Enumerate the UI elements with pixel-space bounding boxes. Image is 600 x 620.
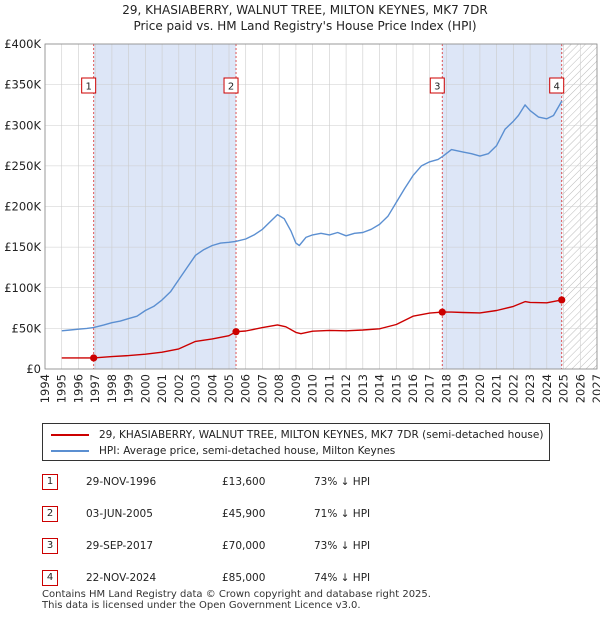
x-tick-label: 2018 [439, 374, 453, 403]
chart-subtitle: Price paid vs. HM Land Registry's House … [133, 19, 476, 33]
y-tick-label: £400K [4, 37, 41, 51]
sale-number: 1 [42, 474, 58, 490]
sale-point [438, 308, 446, 316]
sale-label-box [549, 77, 565, 94]
sale-date: 03-JUN-2005 [86, 508, 153, 520]
sale-label-box [223, 77, 239, 94]
x-tick-label: 2027 [590, 374, 600, 403]
sale-row: 3 29-SEP-2017 £70,000 73% ↓ HPI [42, 536, 442, 556]
chart-title: 29, KHASIABERRY, WALNUT TREE, MILTON KEY… [122, 3, 487, 17]
x-tick-label: 2007 [255, 374, 269, 403]
x-tick-label: 2025 [557, 374, 571, 403]
sale-date: 29-NOV-1996 [86, 476, 157, 488]
x-tick-label: 1998 [105, 374, 119, 403]
x-tick-label: 2009 [289, 374, 303, 403]
x-tick-label: 1995 [55, 374, 69, 403]
sale-hpi-diff: 73% ↓ HPI [314, 540, 371, 552]
x-tick-label: 2014 [373, 374, 387, 403]
sale-date: 29-SEP-2017 [86, 540, 154, 552]
x-tick-label: 2019 [456, 374, 470, 403]
sale-point [232, 328, 240, 336]
y-tick-label: £50K [12, 321, 42, 335]
plot-border [44, 43, 598, 370]
sale-label-number: 2 [228, 82, 234, 93]
x-tick-label: 1999 [122, 374, 136, 403]
sale-label-number: 1 [85, 82, 91, 93]
y-tick-label: £250K [4, 159, 41, 173]
sale-date: 22-NOV-2024 [86, 572, 157, 584]
x-tick-label: 2004 [205, 374, 219, 403]
footer-licence: This data is licensed under the Open Gov… [42, 600, 361, 611]
x-tick-label: 2021 [490, 374, 504, 403]
sale-price: £13,600 [222, 476, 266, 488]
sale-number: 3 [42, 538, 58, 554]
x-tick-label: 2011 [322, 374, 336, 403]
legend: 29, KHASIABERRY, WALNUT TREE, MILTON KEY… [42, 423, 550, 461]
x-tick-label: 2002 [172, 374, 186, 403]
x-tick-label: 2010 [306, 374, 320, 403]
x-tick-label: 2017 [423, 374, 437, 403]
x-tick-label: 2001 [155, 374, 169, 403]
y-tick-label: £200K [4, 200, 41, 214]
sale-number: 4 [42, 570, 58, 586]
sale-price: £70,000 [222, 540, 266, 552]
legend-swatch-property [51, 434, 89, 436]
sale-label-box [81, 77, 97, 94]
x-tick-label: 1997 [88, 374, 102, 403]
x-tick-label: 2003 [189, 374, 203, 403]
x-tick-label: 2016 [406, 374, 420, 403]
sale-hpi-diff: 71% ↓ HPI [314, 508, 371, 520]
x-tick-label: 2012 [339, 374, 353, 403]
sale-price: £85,000 [222, 572, 266, 584]
x-tick-label: 1994 [38, 374, 52, 403]
x-tick-label: 2005 [222, 374, 236, 403]
x-tick-label: 2023 [523, 374, 537, 403]
x-tick-label: 2022 [506, 374, 520, 403]
sale-label-number: 4 [554, 82, 560, 93]
sale-hpi-diff: 73% ↓ HPI [314, 476, 371, 488]
sale-row: 4 22-NOV-2024 £85,000 74% ↓ HPI [42, 568, 442, 588]
legend-swatch-hpi [51, 450, 89, 452]
sale-row: 1 29-NOV-1996 £13,600 73% ↓ HPI [42, 472, 442, 492]
x-tick-label: 1996 [71, 374, 85, 403]
x-tick-label: 2026 [573, 374, 587, 403]
sale-hpi-diff: 74% ↓ HPI [314, 572, 371, 584]
x-tick-label: 2020 [473, 374, 487, 403]
sale-label-number: 3 [434, 82, 440, 93]
footer: Contains HM Land Registry data © Crown c… [42, 589, 431, 611]
x-tick-label: 2013 [356, 374, 370, 403]
y-tick-label: £150K [4, 240, 41, 254]
x-tick-label: 2015 [389, 374, 403, 403]
y-tick-label: £300K [4, 118, 41, 132]
legend-item-hpi: HPI: Average price, semi-detached house,… [51, 443, 395, 459]
sale-price: £45,900 [222, 508, 266, 520]
x-tick-label: 2006 [239, 374, 253, 403]
sale-label-box [429, 77, 445, 94]
sale-number: 2 [42, 506, 58, 522]
property-price-line [61, 299, 562, 359]
y-tick-label: £350K [4, 78, 41, 92]
x-tick-label: 2008 [272, 374, 286, 403]
sale-point [90, 354, 98, 362]
price-chart: 29, KHASIABERRY, WALNUT TREE, MILTON KEY… [4, 3, 600, 403]
y-tick-label: £0 [26, 362, 41, 376]
x-tick-label: 2000 [138, 374, 152, 403]
legend-label-property: 29, KHASIABERRY, WALNUT TREE, MILTON KEY… [99, 429, 544, 441]
x-tick-label: 2024 [540, 374, 554, 403]
legend-item-property: 29, KHASIABERRY, WALNUT TREE, MILTON KEY… [51, 427, 543, 443]
legend-label-hpi: HPI: Average price, semi-detached house,… [99, 445, 396, 457]
sale-row: 2 03-JUN-2005 £45,900 71% ↓ HPI [42, 504, 442, 524]
sale-point [558, 296, 566, 304]
y-tick-label: £100K [4, 281, 41, 295]
hpi-line [61, 100, 563, 332]
footer-copyright: Contains HM Land Registry data © Crown c… [42, 589, 431, 600]
